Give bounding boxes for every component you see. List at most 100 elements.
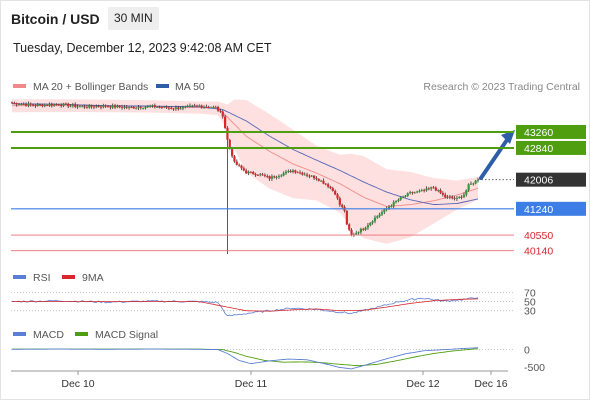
candle-body — [460, 196, 463, 198]
candle-body — [184, 106, 187, 108]
candle-body — [132, 107, 135, 109]
candle-body — [256, 175, 259, 176]
pivot-tag — [516, 201, 586, 216]
candle-body — [205, 106, 208, 108]
candle-body — [151, 105, 154, 107]
candle-body — [444, 194, 447, 198]
candle-body — [216, 106, 220, 111]
candle-body — [116, 105, 119, 108]
support-label: 40550 — [524, 230, 553, 242]
candle-body — [434, 187, 437, 191]
candle-body — [268, 176, 271, 179]
candle-body — [221, 111, 224, 117]
candle-body — [156, 107, 159, 108]
candle-body — [135, 108, 138, 109]
timeframe-button[interactable]: 30 MIN — [108, 7, 159, 30]
candle-body — [320, 180, 323, 182]
candle-body — [315, 178, 318, 180]
x-tick-label: Dec 12 — [406, 378, 439, 390]
candle-body — [163, 106, 166, 108]
candle-body — [263, 175, 267, 177]
candle-body — [60, 105, 63, 106]
candle-body — [174, 107, 178, 109]
candle-body — [430, 187, 433, 189]
candle-body — [160, 107, 163, 108]
candle-body — [369, 222, 372, 226]
candle-body — [76, 106, 79, 108]
candle-body — [142, 108, 145, 109]
candle-body — [397, 199, 400, 202]
candle-body — [408, 192, 412, 194]
candle-body — [50, 104, 53, 106]
candle-body — [209, 107, 213, 109]
macd-signal-line — [12, 348, 479, 367]
candle-body — [64, 103, 67, 105]
candle-body — [413, 192, 416, 194]
bollinger-band — [12, 99, 478, 244]
candle-body — [153, 105, 156, 108]
candle-body — [476, 179, 480, 181]
candle-body — [334, 190, 337, 195]
candle-body — [441, 193, 444, 195]
legend-9ma-label: 9MA — [82, 272, 104, 284]
candle-body — [57, 104, 60, 106]
candle-body — [165, 106, 168, 108]
candle-body — [22, 104, 25, 105]
candle-body — [191, 105, 194, 107]
candle-body — [439, 190, 442, 194]
candle-body — [90, 105, 93, 107]
candle-body — [29, 103, 32, 105]
candle-body — [259, 174, 262, 176]
candle-body — [446, 196, 449, 198]
candle-body — [322, 180, 325, 184]
candle-body — [345, 210, 348, 225]
candle-body — [453, 198, 456, 199]
legend-swatch-ma50 — [156, 84, 169, 88]
credit-text: Research © 2023 Trading Central — [423, 81, 580, 93]
candle-body — [46, 104, 49, 106]
legend-swatch-macd-signal — [75, 332, 88, 336]
candle-body — [458, 196, 461, 198]
candle-body — [193, 105, 196, 107]
candle-body — [95, 106, 98, 108]
chart-datetime: Tuesday, December 12, 2023 9:42:08 AM CE… — [13, 41, 272, 55]
candle-body — [282, 173, 285, 176]
candle-body — [71, 104, 74, 106]
candle-body — [448, 196, 451, 198]
candle-body — [270, 176, 274, 179]
candle-body — [249, 171, 252, 173]
macd-tick-label: 0 — [524, 344, 530, 356]
candle-body — [399, 197, 402, 200]
candle-body — [425, 188, 428, 191]
candle-body — [55, 104, 58, 106]
candle-body — [411, 192, 414, 194]
rsi-tick-label: 50 — [524, 297, 536, 309]
candle-body — [62, 103, 65, 106]
candle-body — [242, 168, 245, 171]
candle-body — [310, 175, 313, 177]
candle-body — [362, 228, 365, 230]
instrument-title: Bitcoin / USD — [11, 11, 100, 27]
candle-body — [83, 106, 86, 108]
candle-body — [97, 106, 100, 108]
candle-body — [392, 202, 395, 206]
legend-ma20-label: MA 20 + Bollinger Bands — [33, 81, 148, 93]
candle-body — [312, 175, 316, 179]
candle-body — [467, 184, 470, 191]
candle-body — [289, 170, 292, 173]
pivot-label: 41240 — [524, 204, 553, 216]
candle-body — [104, 105, 107, 107]
candle-body — [144, 107, 147, 109]
macd-tick-label: -500 — [524, 362, 545, 374]
candle-body — [123, 107, 126, 108]
candle-body — [172, 108, 175, 110]
candle-body — [303, 174, 306, 176]
candle-body — [238, 164, 241, 166]
candle-body — [455, 197, 459, 199]
resistance-tag — [516, 140, 586, 155]
candle-body — [329, 186, 332, 189]
candle-body — [226, 127, 229, 140]
rsi-line — [11, 297, 479, 317]
candle-body — [465, 190, 468, 195]
candle-body — [472, 183, 475, 185]
